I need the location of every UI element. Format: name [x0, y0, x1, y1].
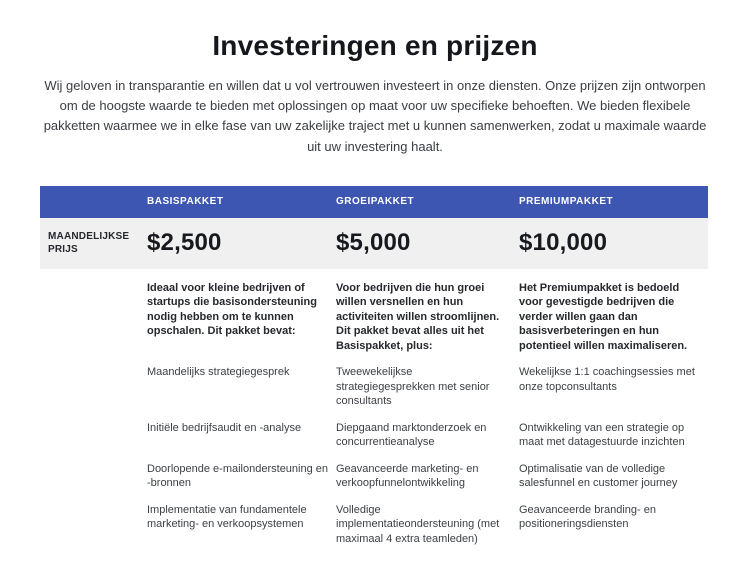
feature-premiumpakket-4: Geavanceerde branding- en positionerings… [519, 503, 656, 531]
intro-paragraph: Wij geloven in transparantie en willen d… [43, 78, 707, 154]
feature-row-2: Initiële bedrijfsaudit en -analyse Diepg… [40, 421, 708, 462]
pricing-section: Investeringen en prijzen Wij geloven in … [0, 30, 750, 558]
feature-basispakket-2: Initiële bedrijfsaudit en -analyse [147, 421, 302, 434]
empty-label-cell [40, 503, 147, 559]
feature-row-1: Maandelijks strategiegesprek Tweewekelij… [40, 365, 708, 421]
description-premiumpakket: Het Premiumpakket is bedoeld voor gevest… [519, 281, 688, 352]
feature-groeipakket-2: Diepgaand marktonderzoek en concurrentie… [336, 421, 487, 449]
feature-premiumpakket-2: Ontwikkeling van een strategie op maat m… [519, 421, 685, 449]
empty-label-cell [40, 421, 147, 462]
description-basispakket: Ideaal voor kleine bedrijven of startups… [147, 281, 317, 338]
table-header-row: BASISPAKKET GROEIPAKKET PREMIUMPAKKET [40, 185, 708, 218]
page-title: Investeringen en prijzen [212, 30, 538, 61]
feature-groeipakket-1: Tweewekelijkse strategiegesprekken met s… [336, 366, 490, 408]
price-premiumpakket: $10,000 [519, 217, 708, 269]
feature-row-4: Implementatie van fundamentele marketing… [40, 503, 708, 559]
description-row: Ideaal voor kleine bedrijven of startups… [40, 269, 708, 366]
column-header-premiumpakket: PREMIUMPAKKET [519, 185, 708, 218]
description-groeipakket: Voor bedrijven die hun groei willen vers… [336, 281, 500, 352]
feature-premiumpakket-3: Optimalisatie van de volledige salesfunn… [519, 462, 678, 490]
pricing-table: BASISPAKKET GROEIPAKKET PREMIUMPAKKET MA… [40, 185, 708, 559]
empty-label-cell [40, 365, 147, 421]
monthly-price-row: MAANDELIJKSE PRIJS $2,500 $5,000 $10,000 [40, 217, 708, 269]
empty-label-cell [40, 462, 147, 503]
feature-groeipakket-4: Volledige implementatieondersteuning (me… [336, 503, 500, 545]
feature-groeipakket-3: Geavanceerde marketing- en verkoopfunnel… [336, 462, 479, 490]
column-header-basispakket: BASISPAKKET [147, 185, 336, 218]
feature-basispakket-1: Maandelijks strategiegesprek [147, 366, 290, 379]
price-basispakket: $2,500 [147, 217, 336, 269]
feature-premiumpakket-1: Wekelijkse 1:1 coachingsessies met onze … [519, 366, 695, 393]
price-row-label: MAANDELIJKSE PRIJS [40, 217, 147, 269]
column-header-groeipakket: GROEIPAKKET [336, 185, 519, 218]
price-groeipakket: $5,000 [336, 217, 519, 269]
feature-row-3: Doorlopende e-mailondersteuning en -bron… [40, 462, 708, 503]
header-corner-cell [40, 185, 147, 218]
feature-basispakket-3: Doorlopende e-mailondersteuning en -bron… [147, 462, 329, 490]
feature-basispakket-4: Implementatie van fundamentele marketing… [147, 503, 307, 531]
empty-label-cell [40, 269, 147, 366]
